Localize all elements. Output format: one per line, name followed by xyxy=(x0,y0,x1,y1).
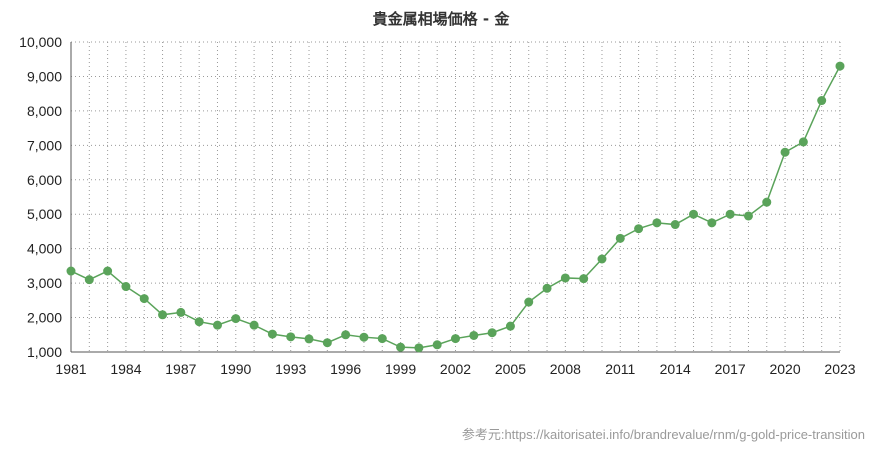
data-point xyxy=(322,338,332,348)
data-point xyxy=(615,233,625,243)
data-point xyxy=(414,343,424,353)
x-tick-label: 2005 xyxy=(495,361,526,377)
grid xyxy=(70,41,841,353)
series-layer xyxy=(66,61,845,353)
data-point xyxy=(817,96,827,106)
y-tick-label: 9,000 xyxy=(27,68,62,84)
data-point xyxy=(341,330,351,340)
data-point xyxy=(689,209,699,219)
data-point xyxy=(762,197,772,207)
data-point xyxy=(194,317,204,327)
x-tick-label: 2011 xyxy=(605,361,635,377)
y-tick-label: 1,000 xyxy=(27,344,62,360)
data-point xyxy=(121,282,131,292)
data-point xyxy=(487,328,497,338)
data-point xyxy=(304,334,314,344)
data-point xyxy=(780,147,790,157)
data-point xyxy=(725,209,735,219)
x-tick-label: 1996 xyxy=(330,361,361,377)
data-point xyxy=(103,266,113,276)
data-point xyxy=(652,218,662,228)
data-point xyxy=(451,334,460,344)
data-point xyxy=(835,61,845,71)
data-point xyxy=(579,274,589,284)
x-tick-label: 1999 xyxy=(385,361,416,377)
x-tick-labels: 1981 1984 1987 1990 1993 1996 1999 2002 2005 2008… xyxy=(55,361,855,377)
data-point xyxy=(524,297,534,307)
y-tick-labels: 1,000 2,000 3,000 4,000 5,000 6,000 7,000 8,000… xyxy=(19,34,62,360)
data-point xyxy=(139,294,149,304)
data-point xyxy=(469,330,479,340)
y-tick-label: 8,000 xyxy=(27,103,62,119)
x-tick-label: 1993 xyxy=(275,361,306,377)
data-point xyxy=(560,273,570,283)
data-point xyxy=(158,310,168,320)
data-point xyxy=(377,334,387,344)
data-point xyxy=(798,137,808,147)
axes xyxy=(70,42,840,353)
y-tick-label: 6,000 xyxy=(27,172,62,188)
data-point xyxy=(359,332,369,342)
source-credit: 参考元:https://kaitorisatei.info/brandreval… xyxy=(461,427,865,442)
data-point xyxy=(396,342,406,352)
data-point xyxy=(597,254,607,264)
data-point xyxy=(432,340,442,350)
data-point xyxy=(176,307,186,317)
chart-title: 貴金属相場価格 - 金 xyxy=(373,10,511,28)
data-point xyxy=(542,283,552,293)
data-point xyxy=(84,275,94,285)
x-tick-label: 2017 xyxy=(715,361,746,377)
y-tick-label: 2,000 xyxy=(27,310,62,326)
x-tick-label: 2020 xyxy=(769,361,800,377)
x-tick-label: 1984 xyxy=(110,361,141,377)
data-point xyxy=(249,320,259,330)
x-tick-label: 1981 xyxy=(55,361,86,377)
y-tick-label: 4,000 xyxy=(27,241,62,257)
data-point xyxy=(505,321,515,331)
x-tick-label: 2002 xyxy=(440,361,471,377)
x-tick-label: 1987 xyxy=(165,361,196,377)
y-tick-label: 10,000 xyxy=(19,34,62,50)
data-point xyxy=(670,220,680,230)
x-tick-label: 1990 xyxy=(220,361,251,377)
x-tick-label: 2023 xyxy=(824,361,855,377)
y-tick-label: 5,000 xyxy=(27,206,62,222)
data-point xyxy=(707,218,717,228)
data-point xyxy=(231,314,241,324)
data-point xyxy=(286,332,296,342)
data-point xyxy=(66,266,76,276)
y-tick-label: 3,000 xyxy=(27,275,62,291)
x-tick-label: 2014 xyxy=(660,361,691,377)
data-point xyxy=(267,329,277,339)
y-tick-label: 7,000 xyxy=(27,137,62,153)
x-tick-label: 2008 xyxy=(550,361,581,377)
data-point xyxy=(743,211,753,221)
data-point xyxy=(634,224,644,234)
data-point xyxy=(212,320,222,330)
